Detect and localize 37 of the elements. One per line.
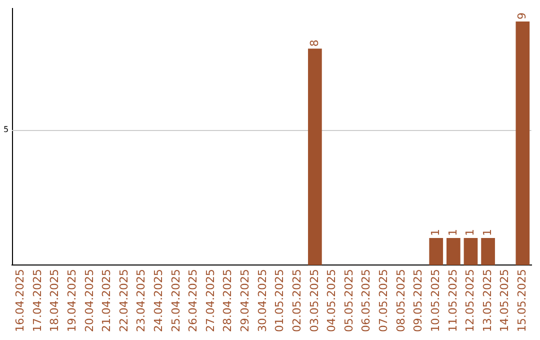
x-tick-label: 01.05.2025 [273, 269, 286, 332]
data-label: 1 [446, 228, 460, 236]
x-tick-label: 09.05.2025 [412, 269, 425, 332]
data-label: 1 [480, 228, 494, 236]
x-tick-label: 11.05.2025 [446, 269, 460, 332]
x-tick-label: 25.04.2025 [169, 269, 182, 332]
x-tick-label: 13.05.2025 [480, 269, 494, 332]
x-tick-label: 20.04.2025 [82, 269, 96, 332]
x-tick-label: 16.04.2025 [14, 269, 27, 332]
x-tick-label: 26.04.2025 [186, 269, 200, 332]
x-tick-label: 04.05.2025 [325, 269, 338, 332]
x-tick-label: 29.04.2025 [238, 269, 252, 332]
ref-line-label: 5 [3, 124, 9, 134]
data-label: 1 [464, 228, 477, 236]
x-tick-label: 08.05.2025 [394, 269, 408, 332]
x-tick-label: 24.04.2025 [152, 269, 165, 332]
data-label: 8 [308, 40, 321, 47]
x-tick-label: 10.05.2025 [428, 269, 442, 332]
x-tick-label: 12.05.2025 [464, 269, 477, 332]
x-tick-label: 28.04.2025 [221, 269, 234, 332]
x-tick-label: 23.04.2025 [134, 269, 148, 332]
x-tick-label: 21.04.2025 [100, 269, 114, 332]
x-tick-label: 15.05.2025 [516, 269, 529, 332]
x-tick-label: 06.05.2025 [360, 269, 373, 332]
x-tick-label: 07.05.2025 [377, 269, 390, 332]
x-tick-label: 30.04.2025 [256, 269, 269, 332]
x-tick-label: 22.04.2025 [117, 269, 130, 332]
x-tick-label: 19.04.2025 [65, 269, 78, 332]
x-tick-label: 18.04.2025 [48, 269, 62, 332]
data-label: 1 [428, 228, 442, 236]
data-label: 9 [516, 12, 529, 20]
x-tick-label: 05.05.2025 [342, 269, 356, 332]
x-tick-label: 03.05.2025 [308, 269, 321, 332]
x-tick-label: 17.04.2025 [30, 269, 44, 332]
x-tick-label: 27.04.2025 [204, 269, 217, 332]
x-tick-label: 14.05.2025 [498, 269, 512, 332]
x-tick-label: 02.05.2025 [290, 269, 304, 332]
